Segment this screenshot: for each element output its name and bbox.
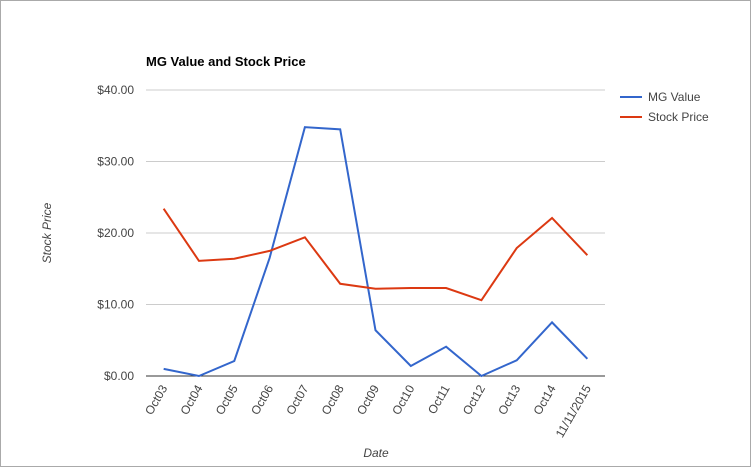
y-tick-label: $30.00 <box>97 155 134 169</box>
y-tick-label: $20.00 <box>97 226 134 240</box>
chart-title: MG Value and Stock Price <box>146 54 306 69</box>
y-tick-label: $0.00 <box>104 369 134 383</box>
legend-label: MG Value <box>648 90 701 104</box>
legend-label: Stock Price <box>648 110 709 124</box>
series-line <box>163 126 589 378</box>
y-axis-title: Stock Price <box>40 202 54 263</box>
y-tick-label: $40.00 <box>97 83 134 97</box>
y-tick-label: $10.00 <box>97 298 134 312</box>
x-axis-title: Date <box>363 446 389 460</box>
series-line <box>162 208 589 302</box>
